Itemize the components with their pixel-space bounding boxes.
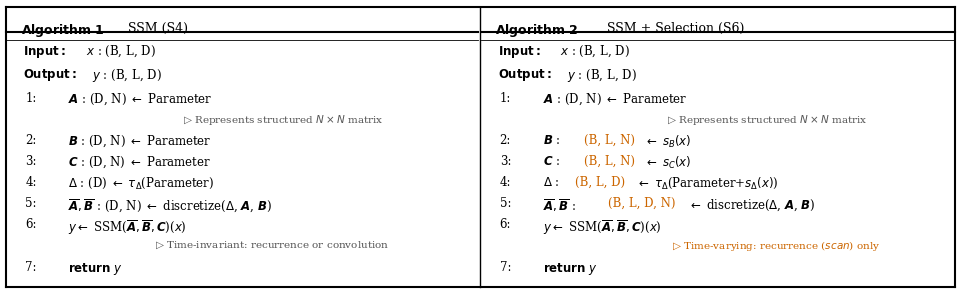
Text: 5:: 5: (25, 197, 37, 210)
Text: $\triangleright$ Represents structured $N \times N$ matrix: $\triangleright$ Represents structured $… (184, 113, 384, 127)
Text: $\triangleright$ Time-varying: recurrence ($\mathit{scan}$) only: $\triangleright$ Time-varying: recurrenc… (672, 239, 880, 253)
Text: $\triangleright$ Represents structured $N \times N$ matrix: $\triangleright$ Represents structured $… (667, 113, 868, 127)
Text: (B, L, D): (B, L, D) (576, 176, 626, 189)
Text: $\mathbf{Algorithm\ 2}$: $\mathbf{Algorithm\ 2}$ (495, 22, 579, 39)
Text: $\overline{\boldsymbol{A}},\overline{\boldsymbol{B}}$ : (D, N) $\leftarrow$ disc: $\overline{\boldsymbol{A}},\overline{\bo… (68, 197, 272, 215)
Text: $y$ : (B, L, D): $y$ : (B, L, D) (92, 67, 162, 84)
Text: SSM + Selection (S6): SSM + Selection (S6) (604, 22, 745, 35)
Text: $\Delta$ : (D) $\leftarrow$ $\tau_{\Delta}$(Parameter): $\Delta$ : (D) $\leftarrow$ $\tau_{\Delt… (68, 176, 214, 191)
Text: 6:: 6: (25, 218, 37, 231)
Text: 7:: 7: (25, 260, 37, 273)
Text: SSM (S4): SSM (S4) (124, 22, 188, 35)
Text: 3:: 3: (500, 155, 511, 168)
Text: $\mathbf{return}\ y$: $\mathbf{return}\ y$ (68, 260, 123, 277)
Text: $\boldsymbol{B}$ : (D, N) $\leftarrow$ Parameter: $\boldsymbol{B}$ : (D, N) $\leftarrow$ P… (68, 134, 212, 149)
Text: $y \leftarrow$ SSM($\overline{\boldsymbol{A}},\overline{\boldsymbol{B}},\boldsym: $y \leftarrow$ SSM($\overline{\boldsymbo… (543, 218, 661, 237)
Text: 2:: 2: (500, 134, 511, 147)
Text: $\leftarrow$ $s_{C}(x)$: $\leftarrow$ $s_{C}(x)$ (645, 155, 692, 171)
Text: 4:: 4: (500, 176, 511, 189)
Text: 1:: 1: (500, 91, 511, 105)
Text: 6:: 6: (500, 218, 511, 231)
Text: 2:: 2: (25, 134, 37, 147)
Text: $\mathbf{Algorithm\ 1}$: $\mathbf{Algorithm\ 1}$ (20, 22, 105, 39)
Text: 3:: 3: (25, 155, 37, 168)
Text: $\boldsymbol{A}$ : (D, N) $\leftarrow$ Parameter: $\boldsymbol{A}$ : (D, N) $\leftarrow$ P… (543, 91, 687, 107)
Text: $x$ : (B, L, D): $x$ : (B, L, D) (86, 44, 156, 59)
Text: $\Delta$ :: $\Delta$ : (543, 176, 560, 189)
Text: $y \leftarrow$ SSM($\overline{\boldsymbol{A}},\overline{\boldsymbol{B}},\boldsym: $y \leftarrow$ SSM($\overline{\boldsymbo… (68, 218, 187, 237)
Text: $\leftarrow$ discretize($\Delta$, $\boldsymbol{A}$, $\boldsymbol{B}$): $\leftarrow$ discretize($\Delta$, $\bold… (688, 197, 816, 213)
Text: $\leftarrow$ $\tau_{\Delta}$(Parameter+$s_{\Delta}(x)$): $\leftarrow$ $\tau_{\Delta}$(Parameter+$… (636, 176, 778, 191)
Text: $\mathbf{Input:}$: $\mathbf{Input:}$ (23, 44, 66, 60)
Text: (B, L, N): (B, L, N) (584, 155, 635, 168)
Text: $\mathbf{Output:}$: $\mathbf{Output:}$ (498, 67, 552, 83)
Text: 7:: 7: (500, 260, 511, 273)
Text: $\boldsymbol{A}$ : (D, N) $\leftarrow$ Parameter: $\boldsymbol{A}$ : (D, N) $\leftarrow$ P… (68, 91, 212, 107)
Text: 1:: 1: (25, 91, 37, 105)
Text: $\boldsymbol{C}$ :: $\boldsymbol{C}$ : (543, 155, 561, 168)
Text: (B, L, D, N): (B, L, D, N) (608, 197, 676, 210)
Text: (B, L, N): (B, L, N) (584, 134, 635, 147)
Text: $\triangleright$ Time-invariant: recurrence or convolution: $\triangleright$ Time-invariant: recurre… (155, 239, 389, 251)
Text: $\mathbf{return}\ y$: $\mathbf{return}\ y$ (543, 260, 598, 277)
Text: $\boldsymbol{B}$ :: $\boldsymbol{B}$ : (543, 134, 561, 147)
Text: 5:: 5: (500, 197, 511, 210)
Text: $\overline{\boldsymbol{A}},\overline{\boldsymbol{B}}$ :: $\overline{\boldsymbol{A}},\overline{\bo… (543, 197, 578, 214)
Text: $\leftarrow$ $s_{B}(x)$: $\leftarrow$ $s_{B}(x)$ (645, 134, 692, 150)
Text: 4:: 4: (25, 176, 37, 189)
Text: $y$ : (B, L, D): $y$ : (B, L, D) (567, 67, 636, 84)
Text: $\boldsymbol{C}$ : (D, N) $\leftarrow$ Parameter: $\boldsymbol{C}$ : (D, N) $\leftarrow$ P… (68, 155, 211, 171)
Text: $\mathbf{Input:}$: $\mathbf{Input:}$ (498, 44, 541, 60)
Text: $x$ : (B, L, D): $x$ : (B, L, D) (560, 44, 629, 59)
Text: $\mathbf{Output:}$: $\mathbf{Output:}$ (23, 67, 78, 83)
